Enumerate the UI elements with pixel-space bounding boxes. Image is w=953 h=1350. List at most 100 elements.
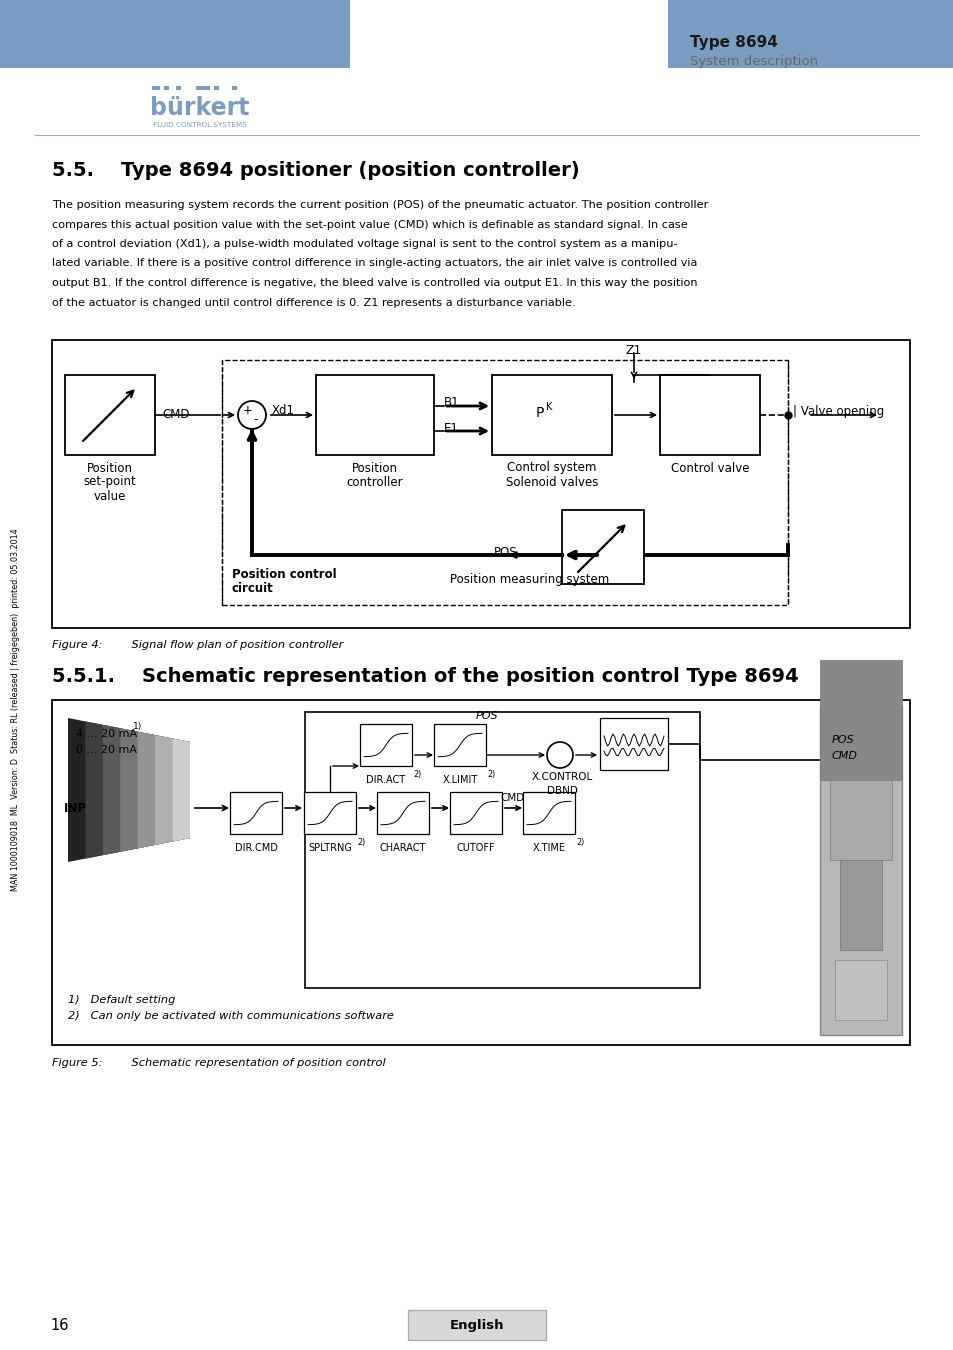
Text: DBND: DBND: [546, 786, 577, 796]
Polygon shape: [68, 718, 190, 863]
Text: 2): 2): [413, 771, 421, 779]
Text: SPLTRNG: SPLTRNG: [308, 842, 352, 853]
Bar: [840, 860, 882, 950]
Circle shape: [237, 401, 266, 429]
Text: 16: 16: [50, 1319, 69, 1334]
Polygon shape: [172, 738, 190, 841]
Text: 1)   Default setting: 1) Default setting: [68, 995, 175, 1004]
Text: CMD: CMD: [831, 751, 857, 761]
Text: CMD: CMD: [162, 408, 190, 420]
Text: CHARACT: CHARACT: [379, 842, 426, 853]
Bar: [0, 0, 350, 68]
Bar: [152, 86, 160, 90]
Text: DIR.ACT: DIR.ACT: [366, 775, 405, 784]
Bar: [230, 792, 282, 834]
Bar: [52, 340, 909, 628]
Text: X.LIMIT: X.LIMIT: [442, 775, 477, 784]
Text: Position control: Position control: [232, 568, 336, 582]
Bar: [834, 960, 886, 1021]
Bar: [305, 711, 700, 988]
Text: POS: POS: [831, 734, 854, 745]
Text: K: K: [545, 402, 552, 412]
Polygon shape: [137, 732, 190, 848]
Bar: [450, 792, 501, 834]
Text: Figure 5:        Schematic representation of position control: Figure 5: Schematic representation of po…: [52, 1058, 385, 1068]
Text: System description: System description: [689, 55, 818, 69]
Text: 1): 1): [132, 722, 142, 732]
Text: 5.5.    Type 8694 positioner (position controller): 5.5. Type 8694 positioner (position cont…: [52, 161, 579, 180]
Bar: [304, 792, 355, 834]
Text: lated variable. If there is a positive control difference in single-acting actua: lated variable. If there is a positive c…: [52, 258, 697, 269]
Text: Position measuring system: Position measuring system: [450, 574, 609, 586]
Text: The position measuring system records the current position (POS) of the pneumati: The position measuring system records th…: [52, 200, 707, 211]
Text: INP: INP: [64, 802, 87, 814]
Bar: [52, 701, 909, 1045]
Text: 2): 2): [486, 771, 495, 779]
Text: Control valve: Control valve: [670, 462, 748, 474]
Text: 2)   Can only be activated with communications software: 2) Can only be activated with communicat…: [68, 1011, 394, 1021]
Text: Position: Position: [87, 462, 132, 474]
Text: +: +: [243, 404, 253, 417]
Bar: [667, 0, 953, 68]
Text: E1: E1: [443, 421, 458, 435]
Bar: [376, 792, 429, 834]
Text: Type 8694: Type 8694: [689, 35, 777, 50]
Text: Figure 4:        Signal flow plan of position controller: Figure 4: Signal flow plan of position c…: [52, 640, 343, 649]
Text: CMD: CMD: [499, 792, 524, 803]
Text: Control system: Control system: [507, 462, 596, 474]
Text: controller: controller: [346, 475, 403, 489]
Bar: [315, 375, 434, 455]
Bar: [434, 724, 485, 765]
Bar: [359, 724, 412, 765]
Text: X.CONTROL: X.CONTROL: [531, 772, 592, 782]
Bar: [599, 718, 667, 770]
Bar: [232, 86, 236, 90]
Bar: [829, 780, 891, 860]
Bar: [65, 375, 154, 455]
Bar: [659, 375, 760, 455]
Polygon shape: [86, 721, 190, 859]
Text: Solenoid valves: Solenoid valves: [505, 475, 598, 489]
Text: Z1: Z1: [625, 343, 641, 356]
Text: 0 ... 20 mA: 0 ... 20 mA: [76, 745, 137, 755]
Polygon shape: [103, 725, 190, 855]
Bar: [820, 660, 901, 780]
Text: bürkert: bürkert: [150, 96, 250, 120]
Bar: [213, 86, 219, 90]
Text: DIR.CMD: DIR.CMD: [234, 842, 277, 853]
Text: 2): 2): [576, 838, 583, 848]
Bar: [492, 375, 612, 455]
Text: POS: POS: [494, 545, 517, 559]
Text: compares this actual position value with the set-point value (CMD) which is defi: compares this actual position value with…: [52, 220, 687, 230]
Text: CUTOFF: CUTOFF: [456, 842, 495, 853]
Text: of the actuator is changed until control difference is 0. Z1 represents a distur: of the actuator is changed until control…: [52, 297, 575, 308]
Bar: [175, 86, 181, 90]
Text: Position: Position: [352, 462, 397, 474]
Bar: [408, 1310, 545, 1341]
Text: circuit: circuit: [232, 582, 274, 595]
Text: 5.5.1.    Schematic representation of the position control Type 8694: 5.5.1. Schematic representation of the p…: [52, 667, 798, 686]
Text: value: value: [93, 490, 126, 502]
Text: P: P: [535, 406, 543, 420]
Bar: [561, 510, 643, 585]
Bar: [820, 705, 901, 1035]
Text: X.TIME: X.TIME: [532, 842, 565, 853]
Text: Xd1: Xd1: [272, 404, 294, 417]
Bar: [164, 86, 169, 90]
Text: 2): 2): [356, 838, 365, 848]
Text: MAN 1000109018  ML  Version: D  Status: RL (released | freigegeben)  printed: 05: MAN 1000109018 ML Version: D Status: RL …: [11, 529, 20, 891]
Text: English: English: [449, 1319, 504, 1331]
Bar: [195, 86, 210, 90]
Text: of a control deviation (Xd1), a pulse-width modulated voltage signal is sent to : of a control deviation (Xd1), a pulse-wi…: [52, 239, 677, 248]
Text: output B1. If the control difference is negative, the bleed valve is controlled : output B1. If the control difference is …: [52, 278, 697, 288]
Polygon shape: [120, 728, 190, 852]
Bar: [522, 792, 575, 834]
Polygon shape: [155, 736, 190, 845]
Text: 4 ... 20 mA: 4 ... 20 mA: [76, 729, 137, 738]
Text: POS: POS: [476, 711, 498, 721]
Text: set-point: set-point: [84, 475, 136, 489]
Text: | Valve opening: | Valve opening: [792, 405, 883, 417]
Text: B1: B1: [443, 397, 459, 409]
Text: -: -: [253, 413, 258, 427]
Text: FLUID CONTROL SYSTEMS: FLUID CONTROL SYSTEMS: [152, 122, 247, 128]
